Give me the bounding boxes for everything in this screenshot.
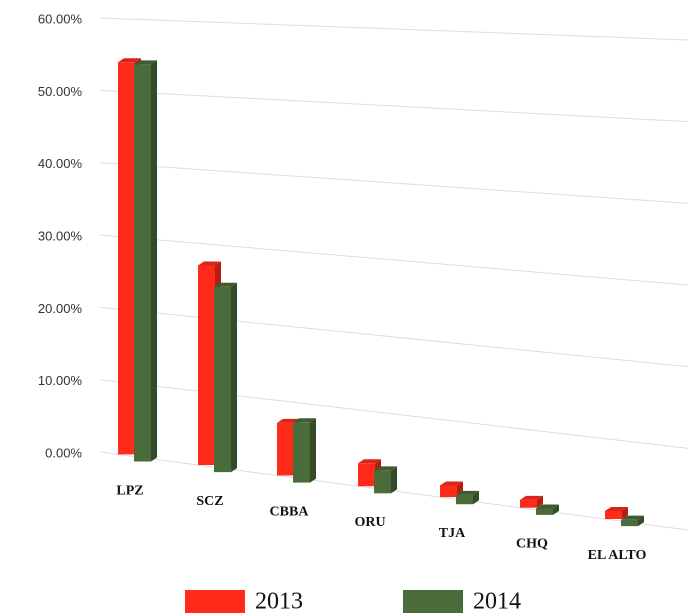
bar-top bbox=[621, 515, 644, 520]
bar-top bbox=[358, 459, 381, 464]
x-tick-label: ORU bbox=[354, 515, 385, 530]
y-tick-label: 40.00% bbox=[38, 156, 83, 171]
bar-top bbox=[214, 282, 237, 287]
x-tick-label: SCZ bbox=[196, 494, 223, 509]
grid-line bbox=[99, 234, 688, 286]
bar-top bbox=[456, 490, 479, 495]
bar bbox=[198, 265, 215, 465]
y-tick-label: 0.00% bbox=[45, 445, 82, 460]
y-tick-label: 30.00% bbox=[38, 228, 83, 243]
bar-top bbox=[198, 261, 221, 266]
bar-top bbox=[440, 481, 463, 486]
grid-line bbox=[99, 17, 688, 41]
bar-side bbox=[231, 282, 237, 473]
x-tick-label: TJA bbox=[439, 526, 466, 541]
grid-line bbox=[99, 89, 688, 123]
bar bbox=[520, 499, 537, 508]
grid-line bbox=[99, 379, 688, 449]
y-tick-label: 60.00% bbox=[38, 11, 83, 26]
bar-side bbox=[473, 490, 479, 505]
legend-label: 2013 bbox=[255, 589, 303, 613]
y-tick-label: 20.00% bbox=[38, 301, 83, 316]
bar-side bbox=[151, 60, 157, 462]
bar bbox=[293, 422, 310, 483]
bar bbox=[456, 494, 473, 505]
bar-side bbox=[310, 418, 316, 483]
bar-top bbox=[605, 506, 628, 511]
bar-top bbox=[374, 466, 397, 471]
bar-top bbox=[520, 495, 543, 500]
bar-side bbox=[638, 515, 644, 527]
bar-side bbox=[537, 495, 543, 508]
bar-side bbox=[391, 466, 397, 494]
bar bbox=[374, 470, 391, 494]
bar bbox=[118, 62, 135, 455]
x-tick-label: EL ALTO bbox=[588, 548, 647, 563]
x-tick-label: CHQ bbox=[516, 537, 548, 552]
bar bbox=[536, 508, 553, 515]
bar bbox=[134, 64, 151, 462]
bar-side bbox=[553, 504, 559, 515]
bar-side bbox=[622, 506, 628, 519]
bar-top bbox=[134, 60, 157, 65]
grid-line bbox=[99, 306, 688, 368]
bar-top bbox=[536, 504, 559, 509]
bar bbox=[621, 519, 638, 527]
y-tick-label: 50.00% bbox=[38, 84, 83, 99]
bar bbox=[358, 463, 375, 487]
y-tick-label: 10.00% bbox=[38, 373, 83, 388]
legend-swatch bbox=[185, 590, 245, 613]
x-tick-label: LPZ bbox=[116, 483, 143, 498]
bar-top bbox=[293, 418, 316, 423]
bar bbox=[605, 510, 622, 519]
x-tick-label: CBBA bbox=[270, 504, 310, 519]
bar-top bbox=[118, 58, 141, 63]
bar bbox=[277, 422, 294, 476]
bar bbox=[214, 286, 231, 473]
legend-swatch bbox=[403, 590, 463, 613]
grid-line bbox=[99, 162, 688, 204]
bar bbox=[440, 485, 457, 498]
legend-label: 2014 bbox=[473, 589, 521, 613]
